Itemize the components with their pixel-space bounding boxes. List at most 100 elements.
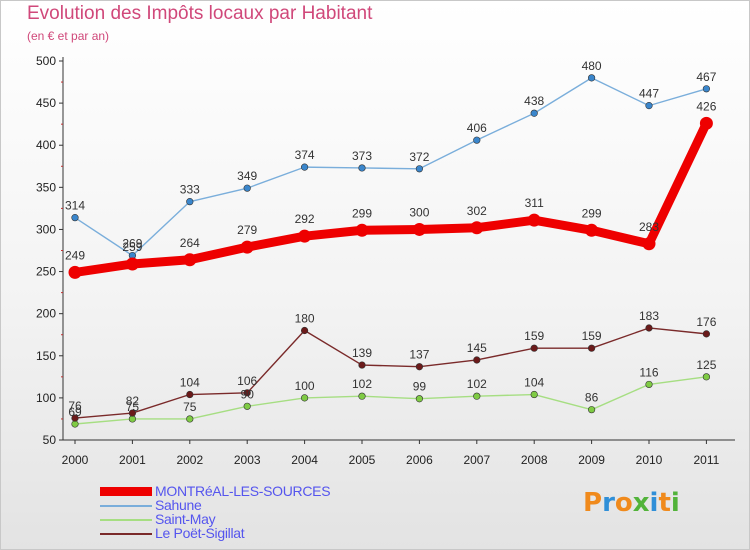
- series-line-saint-may: [74, 376, 708, 425]
- data-label: 176: [696, 315, 716, 329]
- x-tick-label: 2008: [521, 453, 548, 467]
- logo-letter: x: [632, 488, 650, 518]
- data-label: 180: [295, 312, 315, 326]
- data-point: [473, 392, 481, 400]
- data-label: 106: [237, 374, 257, 388]
- data-point: [473, 136, 481, 144]
- data-point: [186, 390, 194, 399]
- data-point: [587, 344, 596, 352]
- data-label: 372: [409, 150, 429, 164]
- data-label: 183: [639, 309, 659, 323]
- y-tick-label: 100: [36, 391, 56, 405]
- data-label: 447: [639, 87, 659, 101]
- data-point: [301, 326, 309, 335]
- chart-title: Evolution des Impôts locaux par Habitant: [27, 3, 373, 24]
- data-label: 373: [352, 149, 372, 163]
- data-label: 82: [126, 394, 140, 408]
- data-point: [645, 324, 653, 332]
- logo-letter: i: [649, 488, 659, 518]
- data-point: [645, 102, 653, 110]
- legend-label: MONTRéAL-LES-SOURCES: [155, 483, 331, 499]
- data-label: 100: [295, 379, 315, 393]
- data-point: [71, 414, 79, 422]
- data-label: 269: [122, 237, 142, 251]
- data-point: [699, 116, 713, 130]
- chart-subtitle: (en € et par an): [27, 29, 110, 43]
- data-label: 299: [352, 206, 372, 220]
- data-label: 259: [122, 240, 142, 254]
- data-label: 125: [696, 358, 716, 372]
- data-point: [298, 229, 312, 243]
- data-point: [415, 363, 424, 371]
- legend-label: Le Poët-Sigillat: [155, 525, 245, 541]
- data-point: [642, 237, 656, 251]
- data-point: [470, 221, 484, 235]
- x-tick-label: 2011: [693, 453, 719, 467]
- data-point: [587, 406, 596, 414]
- data-label: 90: [241, 387, 255, 401]
- data-point: [243, 389, 251, 397]
- data-point: [412, 222, 426, 236]
- data-point: [530, 390, 538, 399]
- data-point: [186, 198, 194, 206]
- data-point: [186, 415, 194, 423]
- data-point: [301, 163, 309, 171]
- data-point: [415, 395, 424, 403]
- data-label: 264: [180, 236, 200, 250]
- data-point: [355, 223, 369, 237]
- data-point: [530, 109, 538, 117]
- x-tick-label: 2010: [636, 453, 663, 467]
- data-label: 159: [524, 329, 544, 343]
- y-tick-label: 350: [36, 180, 56, 194]
- legend-label: Saint-May: [155, 511, 216, 527]
- data-point: [527, 213, 541, 227]
- data-label: 75: [183, 400, 197, 414]
- x-tick-label: 2009: [578, 453, 605, 467]
- data-point: [243, 402, 251, 410]
- data-point: [125, 257, 139, 271]
- data-label: 292: [295, 212, 315, 226]
- logo-letter: i: [670, 488, 680, 518]
- data-point: [702, 85, 711, 93]
- series-line-sahune: [74, 77, 708, 257]
- series-line-le-po-t-sigillat: [74, 327, 708, 419]
- data-label: 102: [467, 377, 487, 391]
- data-label: 374: [295, 148, 315, 162]
- data-point: [71, 214, 79, 222]
- data-point: [358, 164, 366, 172]
- legend-swatch: [100, 519, 152, 521]
- data-label: 467: [696, 70, 716, 84]
- data-label: 139: [352, 346, 372, 360]
- data-label: 137: [409, 348, 429, 362]
- data-label: 76: [68, 399, 82, 413]
- x-tick-label: 2006: [406, 453, 433, 467]
- data-label: 406: [467, 121, 487, 135]
- x-tick-label: 2003: [234, 453, 261, 467]
- data-label: 333: [180, 183, 200, 197]
- data-label: 99: [413, 380, 427, 394]
- data-label: 104: [524, 376, 544, 390]
- x-tick-label: 2002: [176, 453, 203, 467]
- data-point: [585, 223, 599, 237]
- data-point: [645, 380, 653, 389]
- legend-swatch: [100, 533, 152, 535]
- legend-label: Sahune: [155, 497, 202, 513]
- data-point: [301, 394, 309, 402]
- data-label: 480: [582, 59, 602, 73]
- data-label: 302: [467, 204, 487, 218]
- data-label: 116: [639, 365, 658, 379]
- data-label: 145: [467, 341, 487, 355]
- y-tick-label: 250: [36, 265, 56, 279]
- data-label: 438: [524, 94, 544, 108]
- proxiti-logo: Proxiti: [583, 488, 680, 518]
- data-label: 69: [68, 405, 82, 419]
- data-point: [240, 240, 254, 254]
- x-tick-label: 2000: [62, 453, 89, 467]
- y-tick-label: 400: [36, 138, 56, 152]
- legend-swatch: [100, 505, 152, 507]
- data-label: 299: [582, 206, 602, 220]
- logo-letter: o: [614, 488, 633, 518]
- data-point: [702, 373, 711, 381]
